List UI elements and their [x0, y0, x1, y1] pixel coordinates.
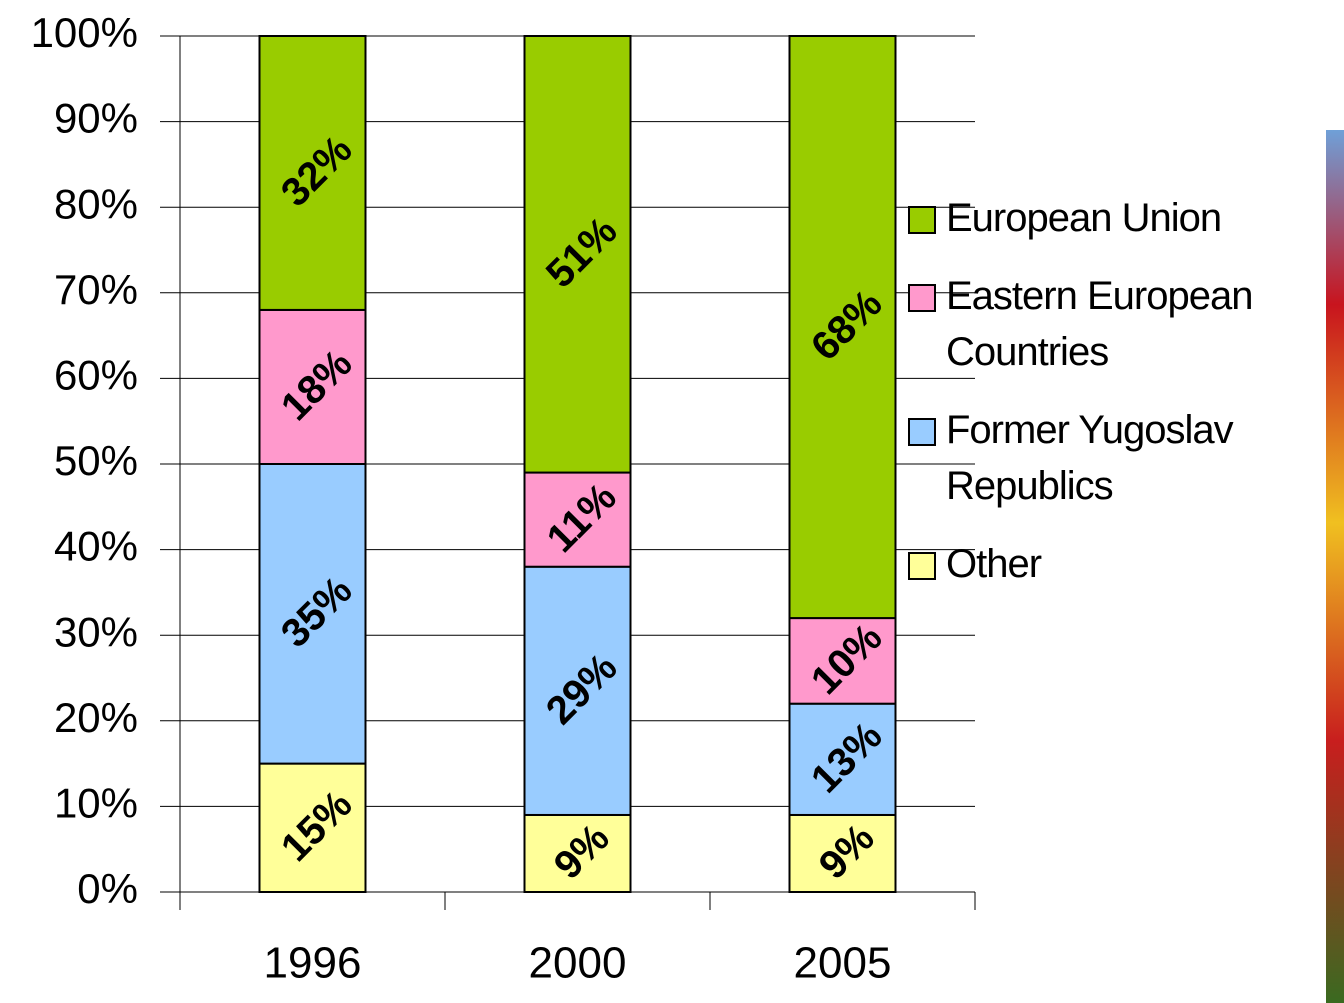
y-tick-label: 60%: [54, 351, 138, 398]
bar-segment: [258, 762, 367, 893]
legend-item: Other: [908, 536, 1328, 592]
legend-item: Eastern European Countries: [908, 268, 1328, 380]
y-tick-label: 100%: [31, 9, 138, 56]
bar-segment: [523, 35, 632, 474]
legend-swatch: [908, 552, 936, 580]
legend-label: Eastern European Countries: [946, 274, 1253, 374]
x-tick-label: 2005: [794, 939, 892, 988]
bar-segment: [258, 463, 367, 765]
legend-label: Other: [946, 542, 1042, 586]
y-tick-label: 0%: [77, 865, 138, 912]
x-tick-label: 2000: [529, 939, 627, 988]
bar-segment: [523, 565, 632, 816]
y-tick-label: 70%: [54, 266, 138, 313]
x-tick-label: 1996: [264, 939, 362, 988]
legend-label: European Union: [946, 196, 1222, 240]
background-photo: [1326, 130, 1344, 1003]
legend-label: Former Yugoslav Republics: [946, 408, 1234, 508]
legend-swatch: [908, 284, 936, 312]
bar-segment: [788, 35, 897, 620]
legend-swatch: [908, 418, 936, 446]
y-tick-label: 90%: [54, 95, 138, 142]
bar-segment: [523, 813, 632, 894]
y-tick-label: 80%: [54, 180, 138, 227]
bar-segment: [258, 35, 367, 311]
bar-segment: [523, 471, 632, 568]
legend: European Union Eastern European Countries…: [908, 190, 1328, 614]
legend-item: European Union: [908, 190, 1328, 246]
bar-segment: [788, 813, 897, 894]
y-tick-label: 10%: [54, 779, 138, 826]
legend-swatch: [908, 206, 936, 234]
y-tick-label: 20%: [54, 694, 138, 741]
y-tick-label: 30%: [54, 608, 138, 655]
legend-item: Former Yugoslav Republics: [908, 402, 1328, 514]
y-tick-label: 40%: [54, 523, 138, 570]
y-tick-label: 50%: [54, 437, 138, 484]
bar-segment: [258, 308, 367, 466]
